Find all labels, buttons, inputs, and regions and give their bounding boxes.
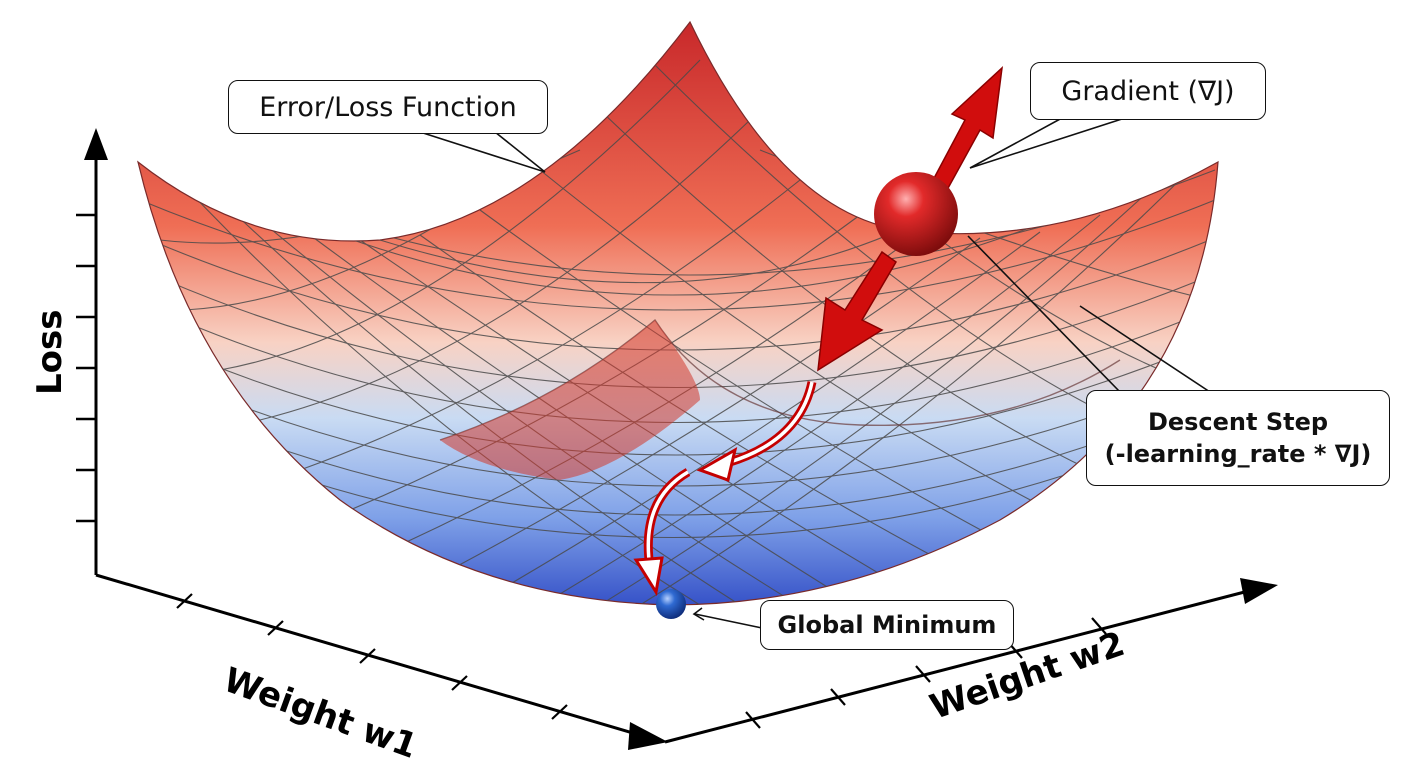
current-position-ball: [874, 172, 958, 256]
w2-axis-arrow-icon: [1240, 578, 1278, 604]
loss-axis-arrow-icon: [84, 128, 108, 160]
w2-axis: [664, 586, 1261, 744]
gradient-arrow: [930, 66, 1004, 192]
global-minimum-label: Global Minimum: [777, 611, 997, 639]
descent-step-formula: (-learning_rate * ∇J): [1104, 440, 1372, 468]
axes: [76, 128, 1278, 750]
w1-axis-ticks: [176, 593, 568, 720]
gradient-label: Gradient (∇J): [1061, 75, 1235, 107]
loss-axis-label: Loss: [30, 309, 70, 396]
w1-axis-arrow-icon: [628, 722, 668, 750]
error-function-callout: Error/Loss Function: [228, 80, 548, 134]
global-minimum-callout: Global Minimum: [760, 600, 1014, 650]
descent-arrow: [817, 250, 897, 372]
callout-pointers: [419, 117, 1211, 629]
descent-step-title: Descent Step: [1147, 407, 1329, 436]
error-function-label: Error/Loss Function: [259, 91, 517, 123]
descent-path: [633, 381, 817, 597]
loss-axis-ticks: [76, 213, 96, 523]
w1-axis: [95, 573, 651, 740]
global-minimum-ball: [656, 589, 686, 619]
loss-surface: [137, 20, 1219, 606]
descent-step-callout: Descent Step (-learning_rate * ∇J): [1086, 390, 1390, 486]
gradient-callout: Gradient (∇J): [1030, 62, 1266, 120]
